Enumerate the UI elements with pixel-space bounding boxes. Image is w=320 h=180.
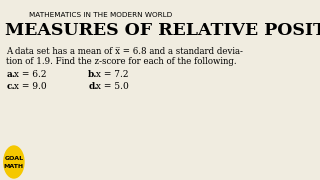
- Text: MATHEMATICS IN THE MODERN WORLD: MATHEMATICS IN THE MODERN WORLD: [29, 12, 172, 18]
- Text: d.: d.: [88, 82, 98, 91]
- Text: x = 9.0: x = 9.0: [11, 82, 46, 91]
- Text: x = 5.0: x = 5.0: [93, 82, 128, 91]
- Text: MATH: MATH: [4, 163, 24, 168]
- Text: MEASURES OF RELATIVE POSITION: MEASURES OF RELATIVE POSITION: [5, 22, 320, 39]
- Circle shape: [4, 146, 24, 178]
- Text: a.: a.: [6, 70, 15, 79]
- Text: b.: b.: [88, 70, 98, 79]
- Text: x = 7.2: x = 7.2: [93, 70, 128, 79]
- Text: c.: c.: [6, 82, 15, 91]
- Text: GOAL: GOAL: [4, 156, 23, 161]
- Text: A data set has a mean of x̅ = 6.8 and a standard devia-: A data set has a mean of x̅ = 6.8 and a …: [6, 47, 243, 56]
- Text: tion of 1.9. Find the z-score for each of the following.: tion of 1.9. Find the z-score for each o…: [6, 57, 237, 66]
- Text: x = 6.2: x = 6.2: [11, 70, 46, 79]
